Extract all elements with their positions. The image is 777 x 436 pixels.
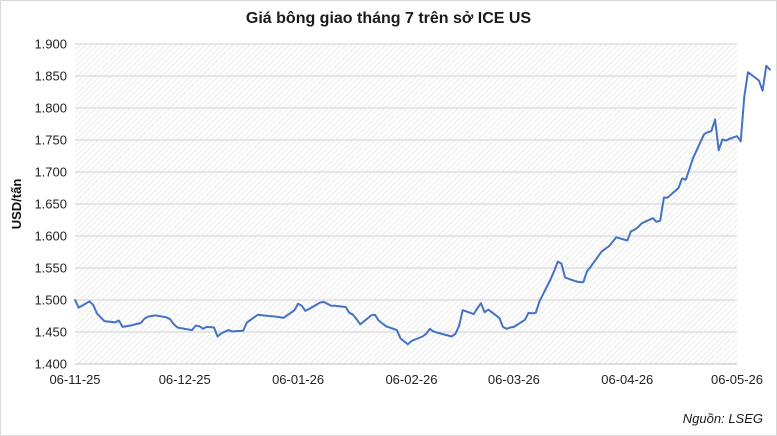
y-tick-label: 1.850 xyxy=(34,69,67,84)
gridlines xyxy=(75,43,737,365)
y-tick-label: 1.500 xyxy=(34,293,67,308)
y-tick-label: 1.600 xyxy=(34,229,67,244)
y-tick-label: 1.900 xyxy=(34,37,67,52)
x-tick-label: 06-03-26 xyxy=(488,372,540,387)
x-tick-label: 06-05-26 xyxy=(711,372,763,387)
series-group xyxy=(74,64,771,346)
x-tick-label: 06-11-25 xyxy=(49,372,100,387)
y-tick-label: 1.650 xyxy=(34,197,67,212)
y-tick-label: 1.400 xyxy=(34,357,67,372)
y-axis-label: USD/tấn xyxy=(9,179,24,230)
y-tick-label: 1.750 xyxy=(34,133,67,148)
y-tick-label: 1.450 xyxy=(34,325,67,340)
x-axis: 06-11-25 06-12-25 06-01-26 06-02-26 06-03-26… xyxy=(49,372,763,387)
chart-title: Giá bông giao tháng 7 trên sở ICE US xyxy=(245,10,532,27)
x-tick-label: 06-04-26 xyxy=(601,372,653,387)
source-note: Nguồn: LSEG xyxy=(682,411,763,426)
x-tick-label: 06-01-26 xyxy=(272,372,324,387)
y-tick-label: 1.550 xyxy=(34,261,67,276)
x-tick-label: 06-02-26 xyxy=(385,372,437,387)
y-axis: 1.400 1.450 1.500 1.550 1.600 1.650 1.700 1.750… xyxy=(34,37,67,372)
series-line xyxy=(74,64,771,346)
x-tick-label: 06-12-25 xyxy=(159,372,211,387)
y-tick-label: 1.700 xyxy=(34,165,67,180)
y-tick-label: 1.800 xyxy=(34,101,67,116)
